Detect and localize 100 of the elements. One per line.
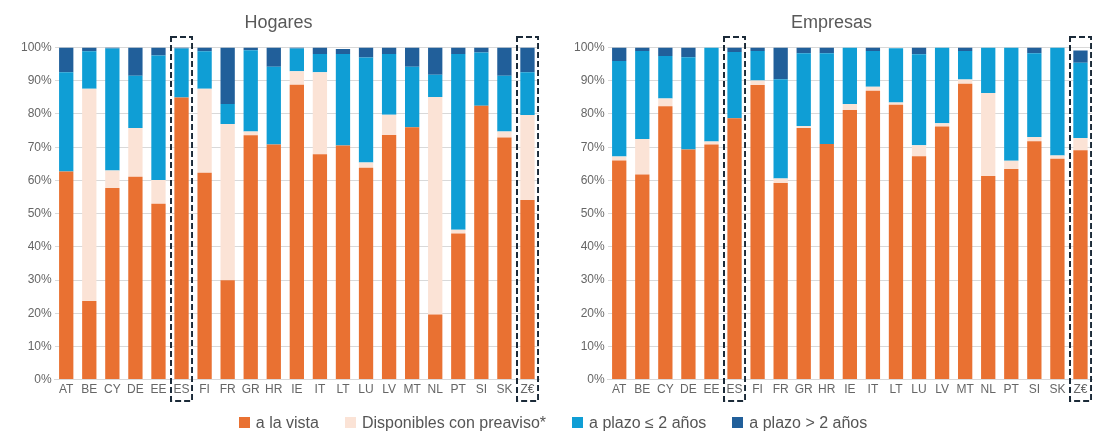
bar bbox=[312, 53, 328, 73]
bar bbox=[312, 72, 328, 155]
bar bbox=[796, 53, 811, 126]
bar bbox=[174, 97, 189, 380]
x-tick-label: SK bbox=[496, 382, 513, 397]
bar bbox=[82, 51, 97, 89]
bar bbox=[59, 171, 74, 380]
x-tick-label: LT bbox=[889, 382, 904, 397]
y-tick-label: 60% bbox=[27, 172, 53, 187]
x-tick-label: FI bbox=[752, 382, 763, 397]
bar bbox=[451, 47, 466, 54]
bar bbox=[358, 167, 374, 380]
bar bbox=[658, 98, 673, 107]
bar bbox=[128, 176, 143, 380]
bar bbox=[704, 144, 719, 380]
x-tick-label: GR bbox=[794, 382, 814, 397]
x-tick-label: LV bbox=[382, 382, 396, 397]
bar bbox=[727, 118, 742, 380]
bar bbox=[405, 47, 420, 67]
bar bbox=[1073, 137, 1088, 151]
chart-title: Empresas bbox=[790, 11, 873, 32]
bar bbox=[497, 131, 512, 138]
y-tick-label: 70% bbox=[580, 139, 606, 154]
bar bbox=[1027, 136, 1042, 142]
x-tick-label: EE bbox=[150, 382, 167, 397]
bar bbox=[381, 114, 397, 135]
x-tick-label: HR bbox=[265, 382, 283, 397]
bar bbox=[474, 52, 489, 106]
bar bbox=[289, 84, 304, 380]
x-tick-label: SI bbox=[1028, 382, 1041, 397]
bar bbox=[289, 48, 304, 72]
bar bbox=[105, 170, 120, 189]
bar bbox=[266, 144, 281, 380]
bar bbox=[658, 47, 673, 56]
bar bbox=[451, 53, 466, 230]
y-tick-label: 100% bbox=[20, 39, 53, 54]
bar bbox=[428, 97, 443, 315]
bar bbox=[220, 47, 235, 105]
y-tick-label: 80% bbox=[27, 106, 53, 121]
bar bbox=[243, 135, 258, 380]
bar bbox=[474, 47, 489, 53]
bar bbox=[981, 47, 996, 94]
bar bbox=[151, 55, 166, 181]
bar bbox=[197, 172, 212, 380]
bar bbox=[82, 300, 97, 380]
bar bbox=[750, 50, 765, 81]
bar bbox=[865, 86, 881, 91]
x-tick-label: GR bbox=[241, 382, 261, 397]
bar bbox=[59, 72, 74, 172]
bar bbox=[266, 47, 281, 67]
bar bbox=[520, 115, 535, 200]
bar bbox=[520, 72, 535, 115]
bar bbox=[174, 48, 189, 98]
bar bbox=[727, 51, 742, 119]
bar bbox=[612, 156, 627, 161]
bar bbox=[497, 75, 512, 132]
x-tick-label: DE bbox=[680, 382, 697, 397]
legend-label: a la vista bbox=[255, 414, 319, 431]
x-tick-label: FR bbox=[772, 382, 789, 397]
bar bbox=[405, 66, 420, 128]
bar bbox=[1073, 62, 1088, 138]
x-tick-label: FI bbox=[199, 382, 210, 397]
x-tick-label: Z€ bbox=[1073, 382, 1088, 397]
bar bbox=[220, 280, 235, 380]
y-tick-label: 20% bbox=[27, 305, 53, 320]
x-tick-label: SI bbox=[475, 382, 488, 397]
x-tick-label: NL bbox=[980, 382, 997, 397]
x-tick-label: Z€ bbox=[520, 382, 535, 397]
bar bbox=[1027, 53, 1042, 137]
y-tick-label: 50% bbox=[27, 205, 53, 220]
bar bbox=[704, 47, 719, 142]
bar bbox=[911, 54, 927, 146]
x-tick-label: DE bbox=[127, 382, 144, 397]
bar bbox=[865, 50, 881, 87]
x-tick-label: CY bbox=[657, 382, 674, 397]
bar bbox=[128, 127, 143, 177]
bar bbox=[266, 66, 281, 145]
bar bbox=[312, 154, 328, 380]
x-tick-label: LU bbox=[911, 382, 927, 397]
x-tick-label: LV bbox=[935, 382, 949, 397]
bar bbox=[105, 188, 120, 380]
bar bbox=[773, 47, 788, 80]
bar bbox=[681, 47, 696, 58]
bar bbox=[1004, 169, 1019, 380]
bar bbox=[796, 127, 811, 380]
bar bbox=[934, 126, 950, 380]
bar bbox=[1004, 160, 1019, 170]
bar bbox=[635, 50, 650, 139]
bar bbox=[1073, 150, 1088, 380]
x-tick-label: IT bbox=[867, 382, 879, 397]
bar bbox=[197, 88, 212, 173]
bar bbox=[335, 145, 351, 380]
bar bbox=[658, 106, 673, 380]
y-tick-label: 20% bbox=[580, 305, 606, 320]
bar bbox=[428, 47, 443, 75]
bar bbox=[358, 162, 374, 168]
x-tick-label: AT bbox=[612, 382, 628, 397]
bar bbox=[381, 134, 397, 380]
x-tick-label: FR bbox=[219, 382, 236, 397]
bar bbox=[151, 180, 166, 204]
